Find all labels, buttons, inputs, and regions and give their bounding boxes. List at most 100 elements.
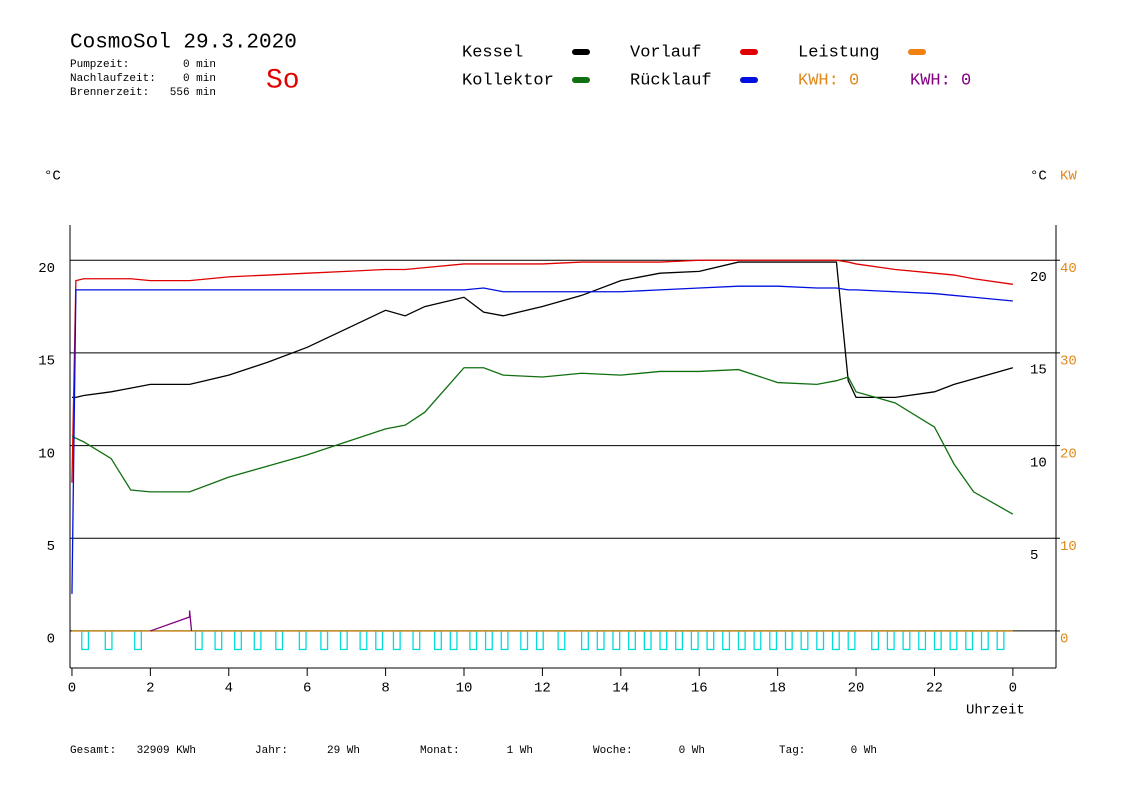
y2-tick-label: 10 (1060, 539, 1077, 555)
pump-pulse (706, 630, 715, 651)
legend-label: Vorlauf (630, 43, 701, 62)
pump-pulse (847, 630, 856, 651)
y-right-tick-label: 15 (1030, 363, 1047, 379)
x-axis-label: Uhrzeit (966, 703, 1025, 719)
y-tick-label: 5 (47, 539, 55, 555)
pump-pulse (612, 630, 621, 651)
footer-label: Gesamt: (70, 745, 116, 757)
pump-pulse (253, 630, 262, 651)
x-tick-label: 16 (691, 681, 708, 697)
pump-pulse (690, 630, 699, 651)
pump-pulse (918, 630, 927, 651)
pump-pulse (737, 630, 746, 651)
pump-pulse (234, 630, 242, 651)
footer-value: 1 Wh (507, 745, 533, 757)
series-line (71, 261, 1014, 399)
pump-pulse (933, 630, 942, 651)
legend-label: Leistung (798, 43, 880, 62)
stat-value: 0 min (183, 73, 216, 85)
pump-pulse (659, 630, 668, 651)
y2-tick-label: 0 (1060, 632, 1068, 648)
x-tick-label: 0 (68, 681, 76, 697)
pump-pulse (320, 630, 329, 651)
pump-pulse (596, 630, 605, 651)
footer-label: Woche: (593, 745, 633, 757)
pump-pulse (816, 630, 825, 651)
pump-pulse (469, 630, 478, 651)
pump-pulse (753, 630, 762, 651)
pump-pulse (375, 630, 384, 651)
pump-pulse (433, 630, 442, 651)
legend-label: Kessel (462, 43, 523, 62)
power-line (150, 610, 193, 632)
kwh-label: KWH: 0 (798, 71, 859, 90)
stat-label: Pumpzeit: (70, 59, 129, 71)
pump-pulse (831, 630, 840, 651)
y-tick-label: 15 (38, 354, 55, 370)
pump-pulse (392, 630, 401, 651)
y2-tick-label: 20 (1060, 446, 1077, 462)
footer-value: 29 Wh (327, 745, 360, 757)
pump-pulse (628, 630, 636, 651)
stat-label: Nachlaufzeit: (70, 73, 156, 85)
pump-pulse (580, 630, 589, 651)
x-tick-label: 6 (303, 681, 311, 697)
pump-pulse (557, 630, 566, 651)
pump-pulse (275, 630, 284, 651)
pump-pulse (500, 630, 509, 651)
y-tick-label: 10 (38, 446, 55, 462)
pump-pulse (298, 630, 307, 651)
pump-pulse (412, 630, 421, 651)
x-tick-label: 10 (456, 681, 473, 697)
y-tick-label: 20 (38, 261, 55, 277)
pump-pulse (104, 630, 113, 651)
pump-pulse (902, 630, 911, 651)
pump-pulse (339, 630, 348, 651)
x-tick-label: 14 (612, 681, 629, 697)
legend-label: Rücklauf (630, 71, 712, 90)
stat-label: Brennerzeit: (70, 87, 149, 99)
y2-tick-label: 40 (1060, 261, 1077, 277)
series-line (71, 259, 1013, 483)
stat-value: 0 min (183, 59, 216, 71)
pump-pulse (520, 630, 529, 651)
pump-pulse (722, 630, 731, 651)
pump-pulse (769, 630, 778, 651)
pump-pulse (784, 630, 793, 651)
pump-pulse (194, 630, 203, 651)
y-right-tick-label: 20 (1030, 270, 1047, 286)
y-tick-label: 0 (47, 632, 55, 648)
series-line (71, 367, 1014, 515)
pump-pulse (965, 630, 974, 651)
y2-unit-c: °C (1030, 169, 1047, 185)
y2-tick-label: 30 (1060, 354, 1077, 370)
day-label: So (266, 65, 300, 96)
pump-pulse (996, 630, 1005, 651)
y-right-tick-label: 5 (1030, 548, 1038, 564)
x-tick-label: 4 (225, 681, 233, 697)
y-unit: °C (44, 169, 61, 185)
pump-pulse (800, 630, 809, 651)
pump-pulse (675, 630, 684, 651)
footer-value: 0 Wh (679, 745, 705, 757)
stat-value: 556 min (170, 87, 216, 99)
x-tick-label: 0 (1009, 681, 1017, 697)
footer-label: Monat: (420, 745, 460, 757)
chart-title: CosmoSol 29.3.2020 (70, 32, 297, 55)
y-right-tick-label: 10 (1030, 455, 1047, 471)
footer-value: 0 Wh (851, 745, 877, 757)
pump-pulse (81, 630, 90, 651)
x-tick-label: 8 (381, 681, 389, 697)
pump-pulse (214, 630, 223, 651)
x-tick-label: 12 (534, 681, 551, 697)
x-tick-label: 18 (769, 681, 786, 697)
x-tick-label: 22 (926, 681, 943, 697)
pump-pulse (980, 630, 989, 651)
series-line (71, 285, 1013, 594)
pump-pulse (886, 630, 895, 651)
pump-pulse (643, 630, 652, 651)
x-tick-label: 2 (146, 681, 154, 697)
pump-pulse (134, 630, 143, 651)
y2-unit: KW (1060, 169, 1077, 185)
